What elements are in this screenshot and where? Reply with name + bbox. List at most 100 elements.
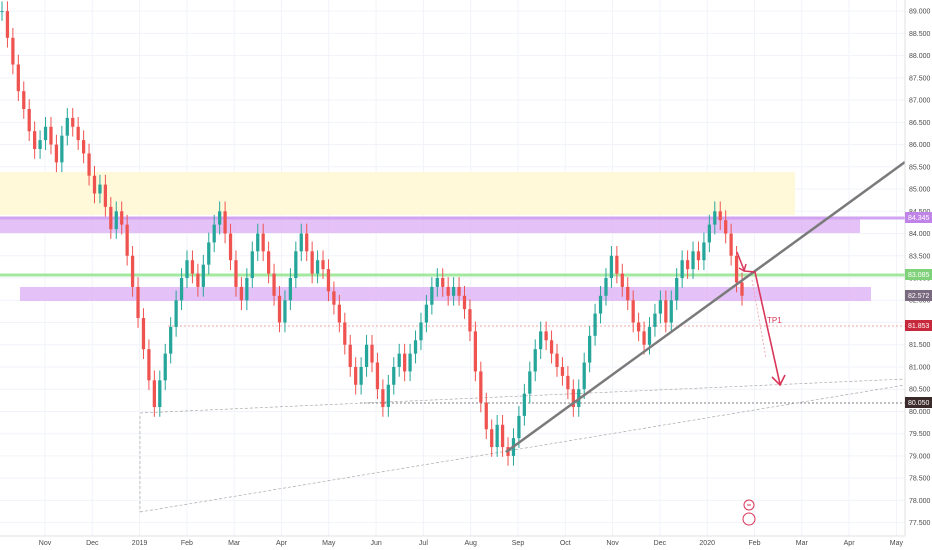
candle-body-97 [528, 371, 532, 394]
candle-body-39 [212, 224, 216, 243]
candle-body-55 [299, 233, 303, 252]
candle-body-111 [604, 278, 608, 296]
candle-body-4 [22, 91, 26, 109]
candle-body-119 [647, 326, 652, 345]
candle-body-79 [430, 286, 434, 305]
candle-body-21 [114, 211, 118, 230]
event-marker-lower[interactable] [742, 512, 756, 526]
candle-body-118 [642, 331, 646, 345]
price-tick-3: 87.500 [909, 75, 931, 82]
price-tick-16: 81.000 [909, 364, 931, 371]
candle-body-98 [533, 349, 537, 372]
candle-body-14 [76, 126, 80, 141]
candle-body-105 [571, 389, 575, 408]
price-tick-15: 81.500 [909, 342, 931, 349]
candle-body-123 [669, 300, 673, 323]
candle-body-84 [457, 286, 461, 296]
candle-body-65 [354, 366, 358, 385]
candle-body-102 [555, 353, 559, 367]
candle-body-91 [495, 424, 499, 448]
candle-body-108 [588, 335, 592, 363]
candle-body-112 [609, 255, 614, 279]
candle-body-69 [375, 362, 380, 390]
tag-bg-3 [905, 320, 932, 331]
candle-body-72 [392, 366, 396, 385]
time-tick-4: Mar [228, 540, 241, 547]
candle-body-128 [696, 251, 701, 261]
time-tick-1: Dec [86, 540, 99, 547]
event-marker-upper[interactable] [743, 499, 755, 511]
candle-body-127 [691, 251, 695, 270]
candle-body-132 [718, 211, 722, 221]
candle-body-74 [403, 353, 407, 372]
candle-body-30 [163, 353, 167, 381]
price-tag-2: 82.572 [908, 293, 930, 300]
time-tick-13: Dec [654, 540, 667, 547]
candle-body-3 [16, 64, 20, 92]
candle-body-96 [522, 393, 526, 416]
candle-body-88 [479, 371, 483, 403]
candle-body-43 [234, 260, 238, 287]
candle-body-38 [207, 242, 211, 265]
price-zones [0, 172, 906, 513]
price-tag-1: 83.085 [908, 272, 930, 279]
candle-body-51 [277, 295, 282, 323]
price-tick-6: 86.000 [909, 142, 931, 149]
candle-body-82 [446, 286, 450, 296]
price-tick-17: 80.500 [909, 387, 931, 394]
candle-body-50 [272, 273, 276, 296]
candle-body-11 [60, 135, 64, 163]
candle-body-110 [598, 295, 603, 314]
time-tick-7: Jun [370, 540, 381, 547]
price-tick-labels: 89.000 88.500 88.000 87.500 87.000 86.500 86.0… [909, 9, 931, 528]
candle-body-85 [462, 295, 467, 310]
tag-bg-1 [905, 269, 932, 280]
candle-body-120 [653, 313, 657, 327]
candle-body-124 [675, 278, 679, 301]
time-tick-3: Feb [181, 540, 193, 547]
candle-body-109 [593, 313, 597, 336]
price-tag-4: 80.050 [908, 400, 930, 407]
candle-body-13 [71, 117, 75, 127]
candle-body-99 [539, 331, 543, 350]
candle-body-31 [169, 326, 173, 354]
candle-body-68 [370, 344, 374, 363]
tag-bg-2 [905, 290, 932, 301]
candle-body-22 [120, 211, 124, 225]
candle-body-100 [544, 331, 548, 341]
candle-body-122 [664, 300, 668, 323]
price-tag-3: 81.853 [908, 323, 930, 330]
time-tick-9: Aug [464, 540, 477, 547]
candle-body-113 [615, 255, 619, 274]
time-tick-labels: Nov Dec 2019 Feb Mar Apr May Jun Jul Aug Sep Oct Nov… [39, 540, 904, 547]
arrow-down-1 [736, 251, 745, 271]
candle-body-136 [740, 282, 744, 296]
drawings: TP1 [505, 160, 906, 526]
arrow-projection [743, 270, 781, 385]
candle-body-20 [109, 206, 113, 230]
time-tick-17: Apr [844, 540, 856, 547]
candle-body-59 [321, 260, 325, 270]
candle-body-6 [33, 131, 37, 150]
candle-body-103 [560, 366, 565, 376]
candle-body-116 [631, 300, 635, 323]
candle-body-80 [435, 278, 439, 287]
candle-body-131 [713, 211, 717, 225]
price-tick-21: 78.500 [909, 476, 931, 483]
candle-body-86 [468, 309, 472, 332]
candle-body-26 [141, 318, 146, 350]
candle-body-95 [517, 415, 521, 439]
candle-body-42 [228, 233, 233, 261]
candle-body-35 [190, 260, 195, 274]
candle-body-73 [397, 353, 401, 367]
channel-line-lower [139, 384, 906, 513]
candle-body-133 [724, 220, 728, 234]
candle-body-63 [343, 322, 347, 345]
candle-body-53 [288, 278, 293, 301]
candle-body-115 [626, 286, 630, 301]
time-tick-10: Sep [512, 540, 525, 547]
candle-body-87 [473, 331, 478, 372]
support-zone-purple [20, 287, 871, 301]
candle-body-48 [261, 233, 265, 252]
